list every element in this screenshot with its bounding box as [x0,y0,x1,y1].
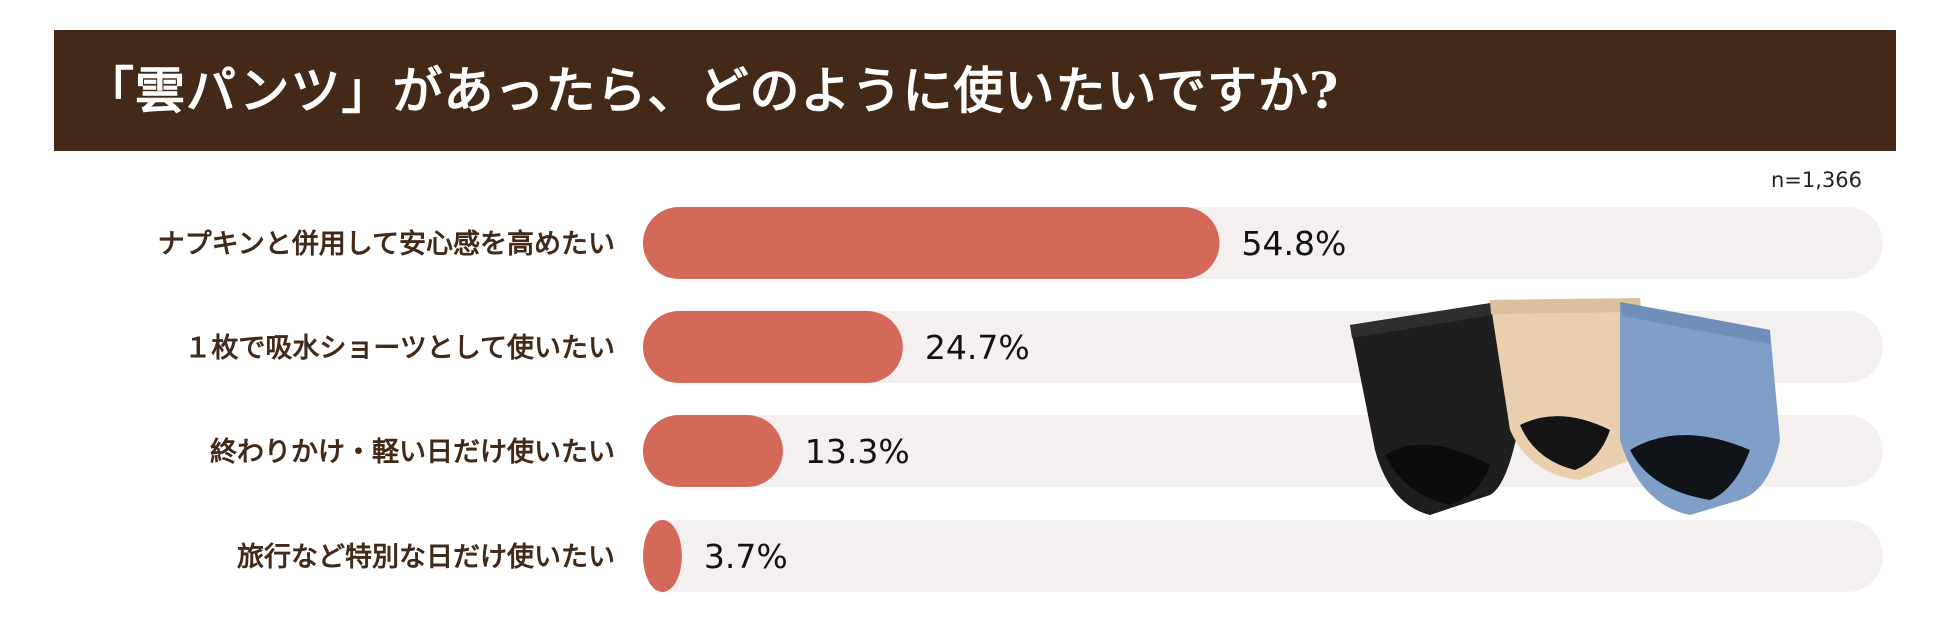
beige-briefs-image [1490,298,1651,480]
value-label: 13.3% [805,432,910,471]
category-label: １枚で吸水ショーツとして使いたい [184,333,615,364]
bar-track [643,520,1883,592]
category-label: 終わりかけ・軽い日だけ使いたい [210,436,615,468]
value-label: 54.8% [1241,224,1346,263]
chart-title: 「雲パンツ」があったら、どのように使いたいですか? [84,61,1340,120]
category-label: ナプキンと併用して安心感を高めたい [158,228,615,260]
header-banner: 「雲パンツ」があったら、どのように使いたいですか? [54,30,1896,151]
black-briefs-image [1350,300,1520,515]
product-image [1350,298,1780,515]
category-label: 旅行など特別な日だけ使いたい [237,541,615,573]
bar [643,520,682,592]
sample-size-label: n=1,366 [1770,168,1862,192]
bar [643,311,903,383]
blue-briefs-image [1620,302,1780,515]
bar [643,207,1220,279]
value-label: 3.7% [704,537,788,576]
value-label: 24.7% [925,328,1030,367]
bar [643,415,783,487]
